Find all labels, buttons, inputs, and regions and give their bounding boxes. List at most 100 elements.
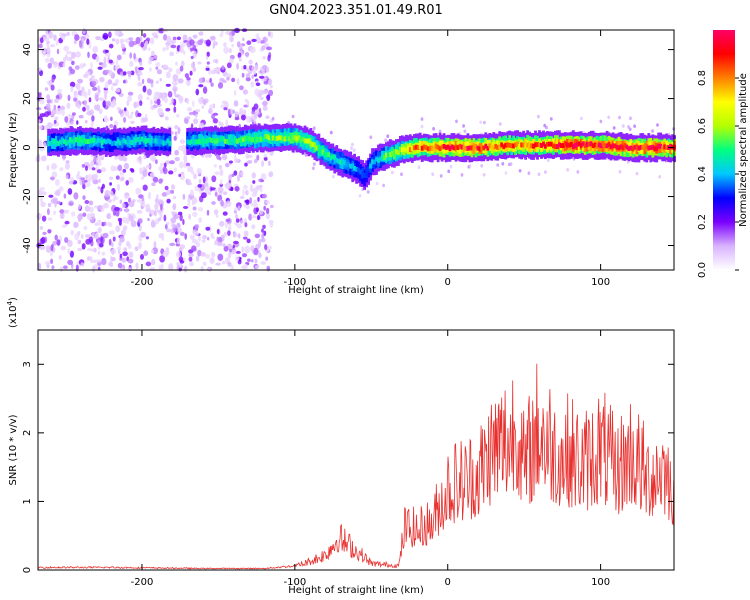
noise-speckle xyxy=(38,125,43,130)
noise-speckle xyxy=(225,162,230,168)
ridge-cell xyxy=(75,137,78,142)
ridge-cell xyxy=(404,147,408,153)
ridge-cell xyxy=(635,144,639,150)
noise-speckle xyxy=(192,206,197,211)
noise-speckle xyxy=(215,58,219,64)
noise-speckle xyxy=(232,232,238,238)
ridge-cell xyxy=(158,138,162,144)
noise-speckle xyxy=(176,250,181,258)
noise-speckle xyxy=(39,147,45,151)
noise-speckle xyxy=(49,57,55,64)
noise-speckle xyxy=(312,126,316,130)
noise-speckle xyxy=(101,167,107,173)
noise-speckle xyxy=(169,189,175,194)
noise-speckle xyxy=(139,100,143,106)
noise-speckle xyxy=(115,210,120,217)
noise-speckle xyxy=(182,219,185,225)
noise-speckle xyxy=(74,34,80,41)
noise-speckle xyxy=(130,120,135,124)
noise-speckle xyxy=(527,171,531,175)
ridge-cell xyxy=(617,145,621,151)
ridge-cell xyxy=(464,145,468,151)
noise-speckle xyxy=(251,38,257,43)
noise-speckle xyxy=(171,97,174,104)
noise-speckle xyxy=(243,65,247,70)
noise-speckle xyxy=(137,93,143,101)
noise-speckle xyxy=(71,211,76,217)
noise-speckle xyxy=(420,117,424,121)
noise-speckle xyxy=(227,108,231,116)
noise-speckle xyxy=(544,170,547,174)
noise-speckle xyxy=(109,230,115,235)
noise-speckle xyxy=(84,120,88,124)
noise-speckle xyxy=(244,245,251,254)
noise-speckle xyxy=(51,76,55,83)
noise-speckle xyxy=(102,32,109,40)
noise-speckle xyxy=(103,202,109,209)
noise-speckle xyxy=(61,109,65,116)
spectrogram-y-label: Frequency (Hz) xyxy=(8,112,19,188)
noise-speckle xyxy=(82,195,86,200)
noise-speckle xyxy=(176,113,180,118)
noise-speckle xyxy=(59,186,64,192)
noise-speckle xyxy=(217,186,224,193)
noise-speckle xyxy=(192,238,198,244)
noise-speckle xyxy=(245,77,251,82)
noise-speckle xyxy=(168,263,174,271)
noise-speckle xyxy=(479,120,483,125)
noise-speckle xyxy=(219,220,225,227)
ridge-cell xyxy=(516,141,519,147)
noise-speckle xyxy=(128,177,134,183)
ridge-cell xyxy=(240,137,243,143)
noise-speckle xyxy=(73,192,79,200)
ridge-cell xyxy=(53,138,56,150)
noise-speckle xyxy=(143,168,148,175)
noise-speckle xyxy=(49,251,53,257)
noise-speckle xyxy=(178,161,185,169)
noise-speckle xyxy=(191,170,195,175)
noise-speckle xyxy=(163,214,167,222)
ridge-cell xyxy=(387,152,390,158)
ridge-cell xyxy=(573,143,577,148)
noise-speckle xyxy=(47,229,52,234)
noise-speckle xyxy=(153,176,159,183)
y-tick-label: -40 xyxy=(22,237,33,253)
noise-speckle xyxy=(93,247,97,253)
noise-speckle xyxy=(65,174,69,179)
noise-speckle xyxy=(59,167,64,172)
ridge-cell xyxy=(381,154,384,160)
noise-speckle xyxy=(143,250,149,256)
noise-speckle xyxy=(83,73,89,78)
noise-speckle xyxy=(109,124,114,128)
noise-speckle xyxy=(227,230,231,236)
noise-speckle xyxy=(49,44,56,48)
noise-speckle xyxy=(125,217,130,225)
noise-speckle xyxy=(166,35,172,44)
noise-speckle xyxy=(237,52,242,59)
ridge-cell xyxy=(456,145,460,150)
noise-speckle xyxy=(214,240,219,246)
noise-speckle xyxy=(85,238,91,245)
ridge-cell xyxy=(432,146,436,152)
ridge-cell xyxy=(53,138,56,144)
noise-speckle xyxy=(189,70,193,76)
noise-speckle xyxy=(259,75,265,79)
noise-speckle xyxy=(97,219,102,226)
noise-speckle xyxy=(229,35,234,43)
ridge-cell xyxy=(647,145,651,151)
noise-speckle xyxy=(449,164,453,169)
ridge-cell xyxy=(494,143,498,149)
ridge-cell xyxy=(526,142,529,148)
noise-speckle xyxy=(81,177,85,185)
noise-speckle xyxy=(205,67,210,71)
noise-speckle xyxy=(56,189,61,196)
noise-speckle xyxy=(95,156,102,163)
noise-speckle xyxy=(78,41,83,48)
noise-speckle xyxy=(86,110,93,116)
noise-speckle xyxy=(184,265,188,273)
noise-speckle xyxy=(241,72,245,78)
noise-speckle xyxy=(246,116,252,123)
ridge-cell xyxy=(438,146,442,152)
noise-speckle xyxy=(42,231,47,235)
noise-speckle xyxy=(252,188,258,196)
